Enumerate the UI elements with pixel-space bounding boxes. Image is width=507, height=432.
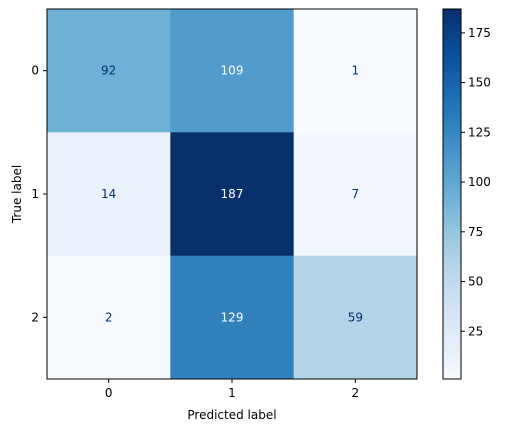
heatmap-cell: [47, 255, 171, 380]
heatmap-cell: [293, 9, 418, 133]
y-tick-label: 0: [31, 64, 39, 78]
x-tick-label: 1: [228, 386, 236, 400]
y-axis-label: True label: [10, 165, 24, 224]
x-axis-label: Predicted label: [187, 408, 276, 422]
x-tick-label: 2: [352, 386, 360, 400]
cell-value-label: 1: [352, 64, 360, 78]
colorbar-tick-label: 25: [468, 324, 483, 338]
cell-value-label: 2: [105, 310, 113, 324]
heatmap-cell: [170, 132, 295, 257]
colorbar-tick-label: 175: [468, 26, 491, 40]
heatmap-cell: [293, 132, 418, 257]
colorbar-ticks: 25 50 75 100 125 150 175: [461, 26, 491, 338]
cell-value-label: 109: [221, 64, 244, 78]
x-axis-ticks: 0 1 2: [105, 379, 359, 400]
cell-value-label: 187: [221, 187, 244, 201]
heatmap-cells: [47, 9, 418, 380]
cell-value-label: 92: [101, 64, 116, 78]
y-axis-ticks: 0 1 2: [31, 64, 47, 324]
colorbar-tick-label: 75: [468, 225, 483, 239]
cell-value-label: 7: [352, 187, 360, 201]
heatmap-cell: [170, 255, 295, 380]
cell-value-labels: 92 109 1 14 187 7 2 129 59: [101, 64, 363, 325]
cell-value-label: 129: [221, 310, 244, 324]
colorbar-tick-label: 100: [468, 175, 491, 189]
heatmap-cell: [170, 9, 295, 133]
colorbar: [442, 8, 462, 380]
heatmap-cell: [47, 132, 171, 257]
cell-value-label: 59: [348, 310, 363, 324]
colorbar-tick-label: 125: [468, 125, 491, 139]
y-tick-label: 2: [31, 310, 39, 324]
x-tick-label: 0: [105, 386, 113, 400]
y-tick-label: 1: [31, 187, 39, 201]
cell-value-label: 14: [101, 187, 116, 201]
colorbar-tick-label: 50: [468, 275, 483, 289]
heatmap-cell: [293, 255, 418, 380]
heatmap-cell: [47, 9, 171, 133]
colorbar-tick-label: 150: [468, 76, 491, 90]
